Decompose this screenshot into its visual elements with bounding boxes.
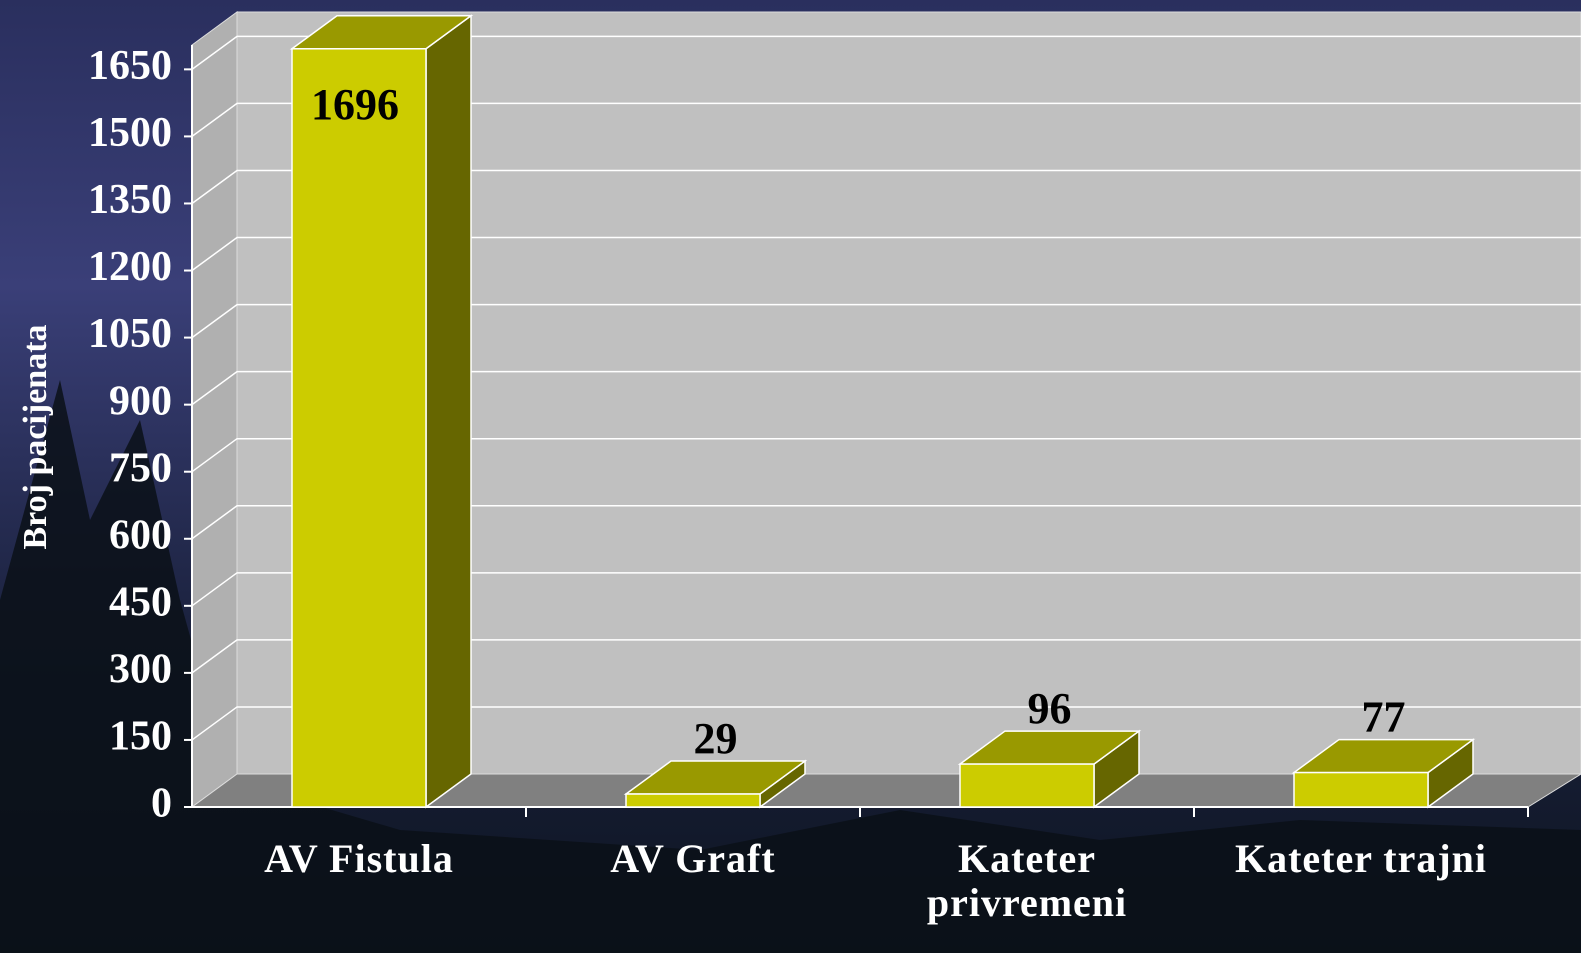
y-tick-label: 300 bbox=[109, 647, 172, 693]
grid-line bbox=[191, 236, 1581, 272]
bar bbox=[289, 14, 474, 809]
bar-side bbox=[425, 14, 472, 809]
x-tick-label: AV Graft bbox=[610, 836, 776, 881]
grid-line bbox=[191, 370, 1581, 406]
grid-line bbox=[191, 639, 1581, 674]
data-label: 77 bbox=[1362, 693, 1406, 742]
bar-front bbox=[291, 48, 427, 808]
bar bbox=[623, 759, 808, 809]
y-tick-label: 1200 bbox=[88, 244, 172, 290]
y-axis-label: Broj pacijenata bbox=[17, 324, 54, 549]
y-tick-label: 600 bbox=[109, 512, 172, 558]
data-label: 96 bbox=[1028, 684, 1072, 733]
grid-line bbox=[191, 437, 1581, 473]
grid-line bbox=[191, 706, 1581, 741]
grid-line bbox=[191, 102, 1581, 138]
y-tick-label: 0 bbox=[151, 781, 172, 827]
x-tick-label: Kateter privremeni bbox=[926, 836, 1128, 925]
y-tick-label: 1350 bbox=[88, 177, 172, 223]
bar-front bbox=[625, 793, 761, 808]
grid-line bbox=[191, 169, 1581, 205]
grid-line bbox=[191, 505, 1581, 540]
grid-line bbox=[191, 35, 1581, 70]
y-tick-label: 1500 bbox=[88, 110, 172, 156]
x-tick-label: AV Fistula bbox=[264, 836, 454, 881]
y-tick-label: 1050 bbox=[88, 311, 172, 357]
bar-front bbox=[1293, 771, 1429, 808]
y-tick-label: 900 bbox=[109, 378, 172, 424]
tree-silhouette bbox=[0, 380, 1581, 953]
bar bbox=[1291, 738, 1476, 809]
bar-front bbox=[959, 763, 1095, 808]
y-tick-label: 150 bbox=[109, 714, 172, 760]
grid-line bbox=[191, 572, 1581, 607]
y-tick-label: 750 bbox=[109, 445, 172, 491]
x-tick-label: Kateter trajni bbox=[1234, 836, 1488, 881]
bar bbox=[957, 729, 1142, 809]
data-label: 29 bbox=[694, 714, 738, 763]
y-tick-label: 1650 bbox=[88, 43, 172, 89]
y-tick-label: 450 bbox=[109, 579, 172, 625]
grid-line bbox=[191, 303, 1581, 339]
data-label: 1696 bbox=[311, 80, 399, 129]
